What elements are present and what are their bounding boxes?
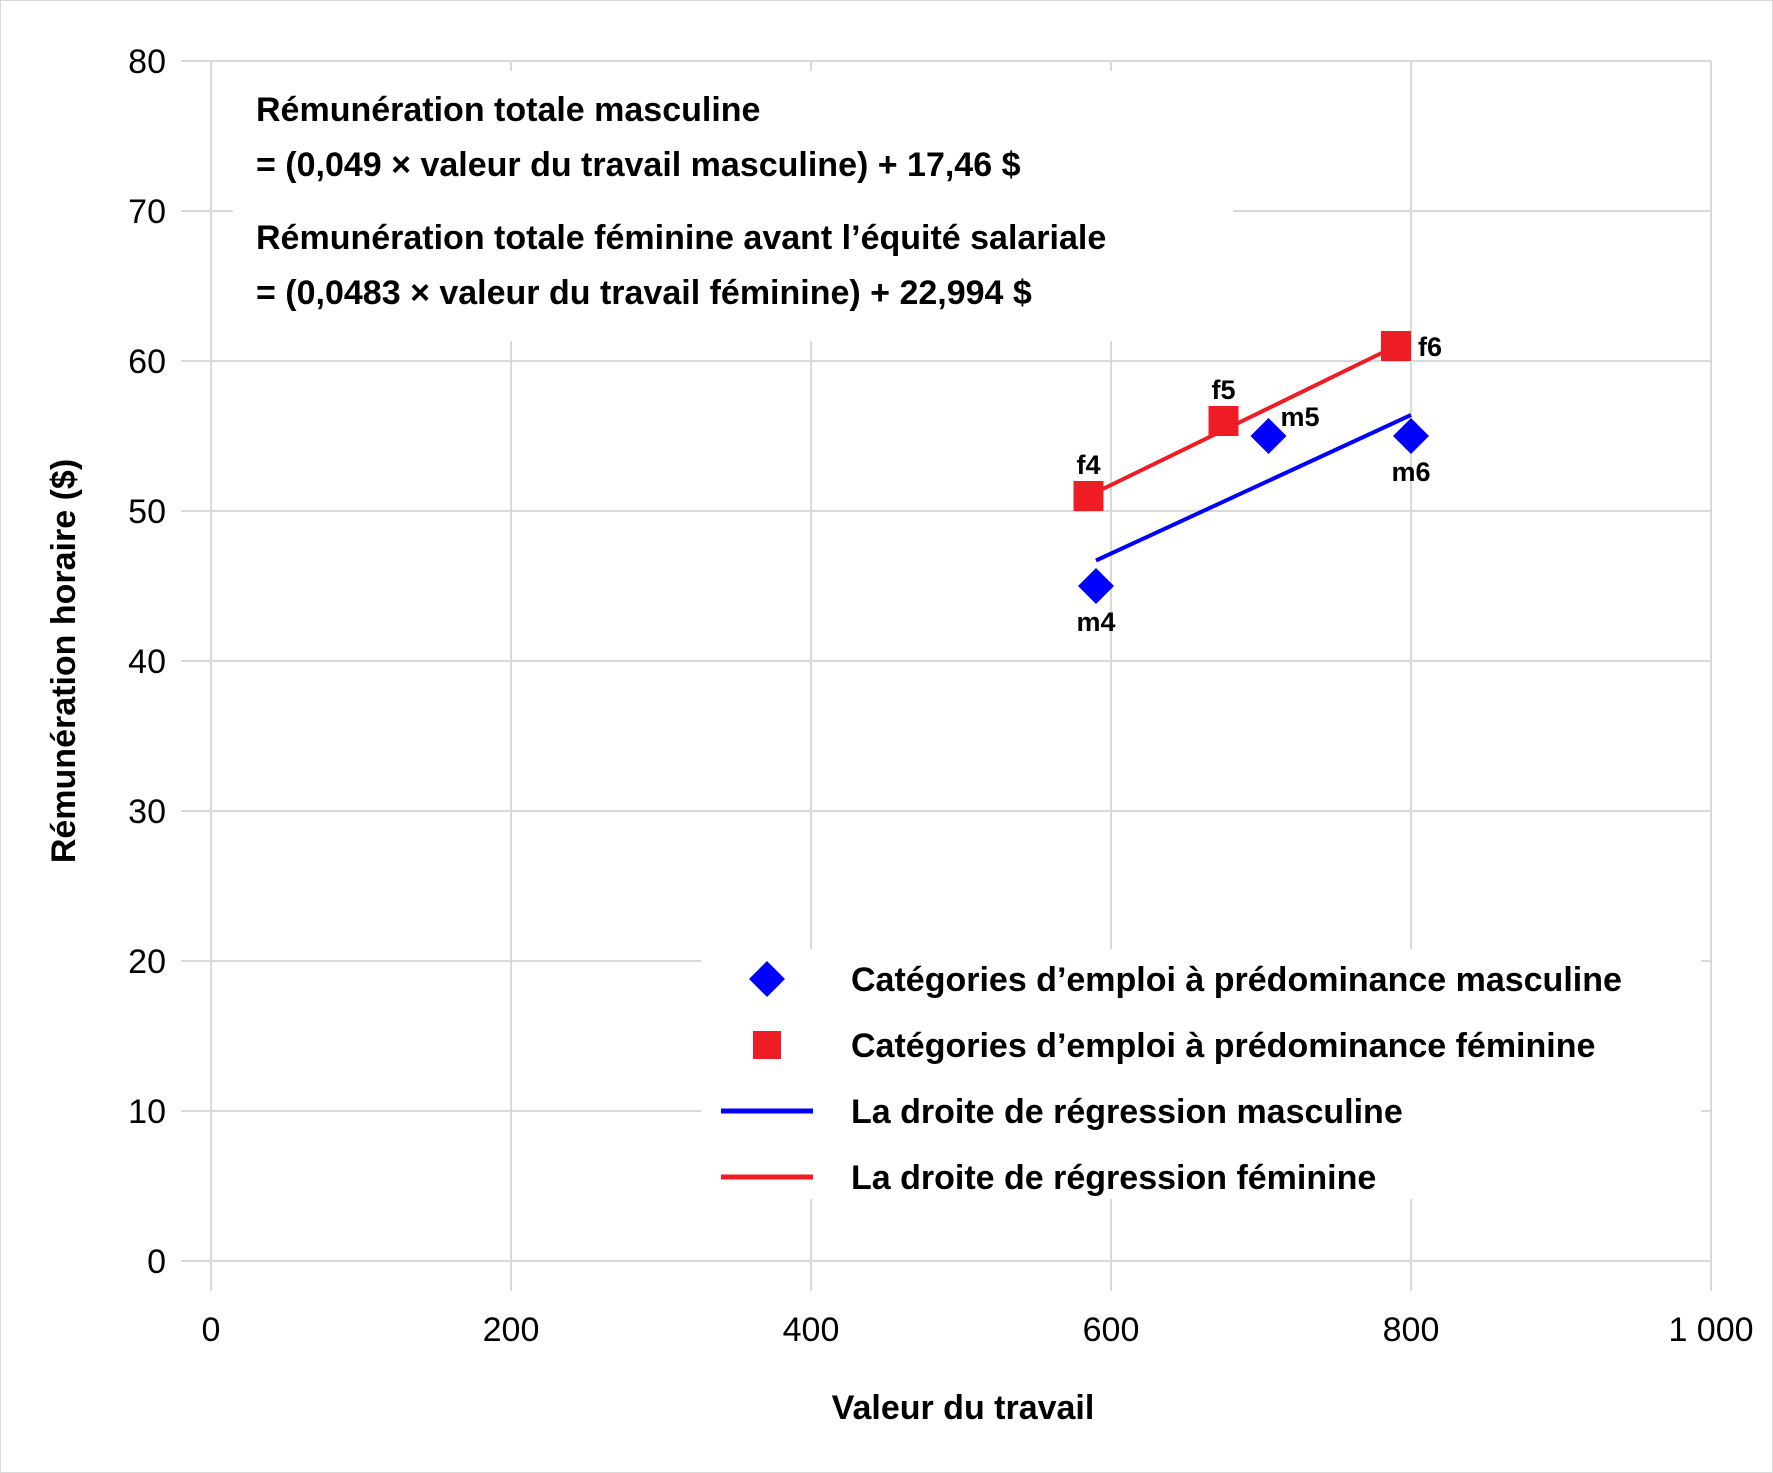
- legend-item-male-regression: La droite de régression masculine: [851, 1093, 1403, 1131]
- x-tick-label: 0: [202, 1311, 221, 1349]
- x-tick-label: 200: [483, 1311, 540, 1349]
- point-label-f4: f4: [1076, 450, 1100, 480]
- x-tick-label: 600: [1083, 1311, 1140, 1349]
- data-points: [1073, 331, 1429, 604]
- point-label-f6: f6: [1418, 332, 1442, 362]
- legend-swatch-square: [753, 1031, 781, 1059]
- y-axis-title: Rémunération horaire ($): [45, 459, 83, 863]
- regression-lines: [1087, 344, 1412, 563]
- female-point-f5: [1208, 406, 1239, 436]
- point-label-m4: m4: [1076, 607, 1115, 637]
- male-point-m5: [1250, 418, 1287, 454]
- legend-swatch-diamond: [749, 961, 785, 997]
- point-label-m6: m6: [1391, 457, 1430, 487]
- female-point-f4: [1073, 481, 1104, 511]
- y-tick-label: 70: [128, 193, 166, 231]
- point-labels: m4 m5 m6 f4 f5 f6: [1076, 332, 1442, 637]
- x-tick-label: 1 000: [1668, 1311, 1753, 1349]
- male-point-m4: [1078, 568, 1114, 604]
- y-tick-label: 0: [147, 1243, 166, 1281]
- point-label-f5: f5: [1211, 375, 1235, 405]
- legend-background: [701, 949, 1701, 1199]
- x-axis-title: Valeur du travail: [832, 1389, 1095, 1427]
- annotation-layer: Rémunération totale masculine = (0,049 × …: [233, 71, 1233, 341]
- female-equation-title: Rémunération totale féminine avant l’équ…: [256, 219, 1106, 257]
- y-tick-label: 50: [128, 493, 166, 531]
- y-tick-label: 60: [128, 343, 166, 381]
- legend-item-male-categories: Catégories d’emploi à prédominance mascu…: [851, 961, 1622, 999]
- y-tick-label: 80: [128, 43, 166, 81]
- female-equation: = (0,0483 × valeur du travail féminine) …: [256, 274, 1032, 312]
- legend-item-female-regression: La droite de régression féminine: [851, 1159, 1376, 1197]
- male-regression-line: [1095, 413, 1412, 563]
- x-tick-label: 800: [1383, 1311, 1440, 1349]
- y-tick-label: 10: [128, 1093, 166, 1131]
- legend: Catégories d’emploi à prédominance mascu…: [701, 949, 1701, 1199]
- male-equation-title: Rémunération totale masculine: [256, 91, 760, 129]
- x-tick-label: 400: [783, 1311, 840, 1349]
- y-tick-label: 20: [128, 943, 166, 981]
- female-point-f6: [1381, 331, 1411, 361]
- equation-background: [233, 71, 1233, 341]
- male-equation: = (0,049 × valeur du travail masculine) …: [256, 146, 1021, 184]
- male-point-m6: [1393, 418, 1429, 454]
- point-label-m5: m5: [1281, 402, 1320, 432]
- y-tick-label: 30: [128, 793, 166, 831]
- legend-item-female-categories: Catégories d’emploi à prédominance fémin…: [851, 1027, 1595, 1065]
- female-regression-line: [1087, 344, 1397, 498]
- y-tick-label: 40: [128, 643, 166, 681]
